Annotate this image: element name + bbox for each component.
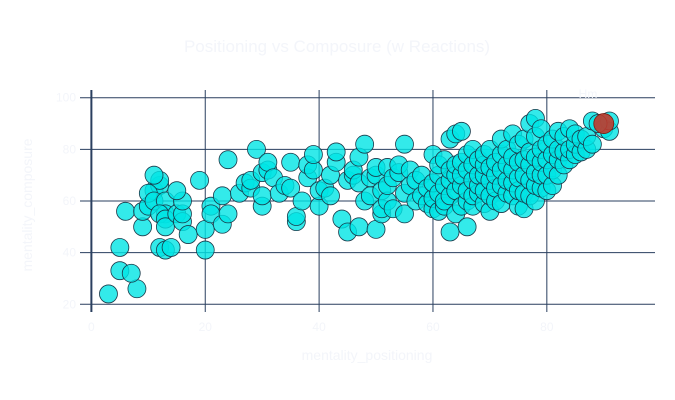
y-tick-label: 100 [56, 91, 76, 105]
data-point [321, 186, 340, 206]
data-point [281, 178, 301, 198]
data-point [161, 238, 181, 257]
data-point [281, 152, 301, 172]
data-point [395, 204, 414, 224]
y-axis-title: mentality_composure [19, 138, 35, 271]
x-axis-title: mentality_positioning [302, 347, 433, 363]
data-point [452, 121, 471, 141]
data-point [218, 204, 238, 224]
highlight-point [593, 113, 615, 134]
chart-title: Positioning vs Composure (w Reactions) [184, 37, 490, 56]
y-tick-labels: 20 40 60 80 100 [56, 91, 76, 312]
data-point [457, 217, 477, 237]
data-point [212, 186, 232, 206]
x-tick-label: 80 [540, 320, 554, 334]
data-points [99, 108, 619, 304]
x-tick-labels: 0 20 40 60 80 [88, 320, 554, 334]
data-point [190, 170, 209, 190]
data-point [304, 145, 323, 164]
data-point [116, 201, 135, 221]
y-tick-label: 20 [63, 297, 77, 311]
data-point [99, 284, 118, 304]
x-tick-label: 20 [199, 320, 213, 334]
data-point [252, 186, 272, 206]
data-point [349, 217, 369, 237]
data-point [355, 134, 375, 154]
y-tick-label: 80 [63, 142, 77, 156]
y-tick-label: 60 [63, 194, 77, 208]
data-point [326, 142, 346, 162]
data-point [155, 217, 175, 237]
x-tick-label: 40 [312, 320, 326, 334]
y-tick-label: 40 [63, 246, 77, 260]
data-point [218, 150, 238, 170]
data-point [110, 238, 130, 257]
data-point [178, 225, 198, 244]
data-point [247, 139, 266, 159]
data-point [582, 134, 602, 154]
data-point [292, 191, 312, 211]
x-tick-label: 60 [426, 320, 440, 334]
data-point [167, 181, 187, 201]
annotation-label: Hm [579, 87, 598, 101]
x-tick-label: 0 [88, 320, 95, 334]
data-point [395, 134, 414, 154]
data-point [144, 165, 164, 185]
data-point [440, 222, 460, 242]
data-point [195, 240, 215, 260]
data-point [121, 263, 141, 283]
